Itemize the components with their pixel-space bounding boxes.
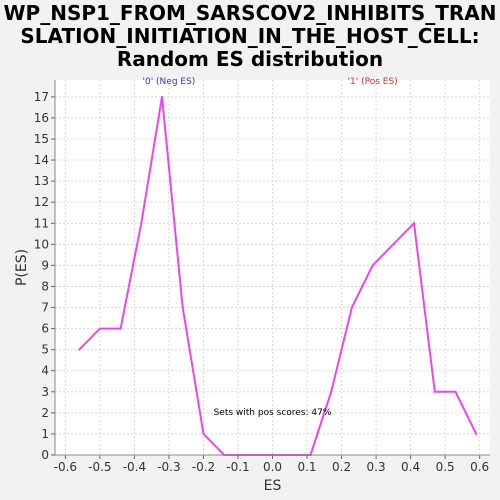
annotation-label: '0' (Neg ES) [143, 77, 196, 87]
y-tick-label: 6 [41, 322, 49, 336]
data-point [371, 264, 374, 267]
chart-title: WP_NSP1_FROM_SARSCOV2_INHIBITS_TRAN SLAT… [0, 2, 500, 71]
data-point [392, 243, 395, 246]
y-tick-label: 16 [34, 111, 49, 125]
data-point [161, 95, 164, 98]
x-tick-label: -0.5 [88, 460, 111, 474]
x-tick-label: 0.5 [436, 460, 455, 474]
data-point [330, 390, 333, 393]
data-point [78, 348, 81, 351]
x-tick-label: 0.2 [332, 460, 351, 474]
y-tick-label: 3 [41, 385, 49, 399]
data-point [119, 327, 122, 330]
x-tick-label: 0.0 [263, 460, 282, 474]
chart-title-line-1: WP_NSP1_FROM_SARSCOV2_INHIBITS_TRAN [3, 1, 497, 25]
data-point [454, 390, 457, 393]
x-tick-label: -0.1 [226, 460, 249, 474]
y-tick-label: 17 [34, 90, 49, 104]
data-point [181, 306, 184, 309]
y-tick-label: 13 [34, 174, 49, 188]
y-tick-label: 10 [34, 237, 49, 251]
data-point [98, 327, 101, 330]
data-point [140, 222, 143, 225]
x-tick-label: 0.6 [470, 460, 489, 474]
y-tick-label: 8 [41, 279, 49, 293]
y-axis-label: P(ES) [14, 249, 30, 286]
y-tick-label: 14 [34, 153, 49, 167]
x-tick-label: 0.4 [401, 460, 420, 474]
y-tick-label: 1 [41, 427, 49, 441]
data-point [413, 222, 416, 225]
y-tick-label: 5 [41, 343, 49, 357]
y-tick-label: 11 [34, 216, 49, 230]
y-tick-label: 12 [34, 195, 49, 209]
x-tick-label: 0.1 [297, 460, 316, 474]
x-tick-label: -0.6 [54, 460, 77, 474]
y-tick-label: 7 [41, 301, 49, 315]
chart-title-line-3: Random ES distribution [116, 47, 384, 71]
x-tick-label: -0.4 [123, 460, 146, 474]
data-point [433, 390, 436, 393]
data-point [475, 432, 478, 435]
y-tick-label: 9 [41, 258, 49, 272]
annotation-label: Sets with pos scores: 47% [214, 408, 332, 418]
x-tick-label: -0.3 [157, 460, 180, 474]
chart-title-line-2: SLATION_INITIATION_IN_THE_HOST_CELL: [20, 24, 480, 48]
data-point [202, 432, 205, 435]
grid-lines [55, 80, 490, 456]
annotation-label: '1' (Pos ES) [348, 77, 398, 87]
x-tick-label: -0.2 [192, 460, 215, 474]
x-axis-label: ES [264, 478, 282, 494]
y-tick-label: 0 [41, 448, 49, 462]
y-tick-label: 15 [34, 132, 49, 146]
x-tick-label: 0.3 [367, 460, 386, 474]
y-tick-label: 2 [41, 406, 49, 420]
y-tick-label: 4 [41, 364, 49, 378]
annotations: '0' (Neg ES) '1' (Pos ES) Sets with pos sc… [143, 77, 398, 418]
data-point [350, 306, 353, 309]
